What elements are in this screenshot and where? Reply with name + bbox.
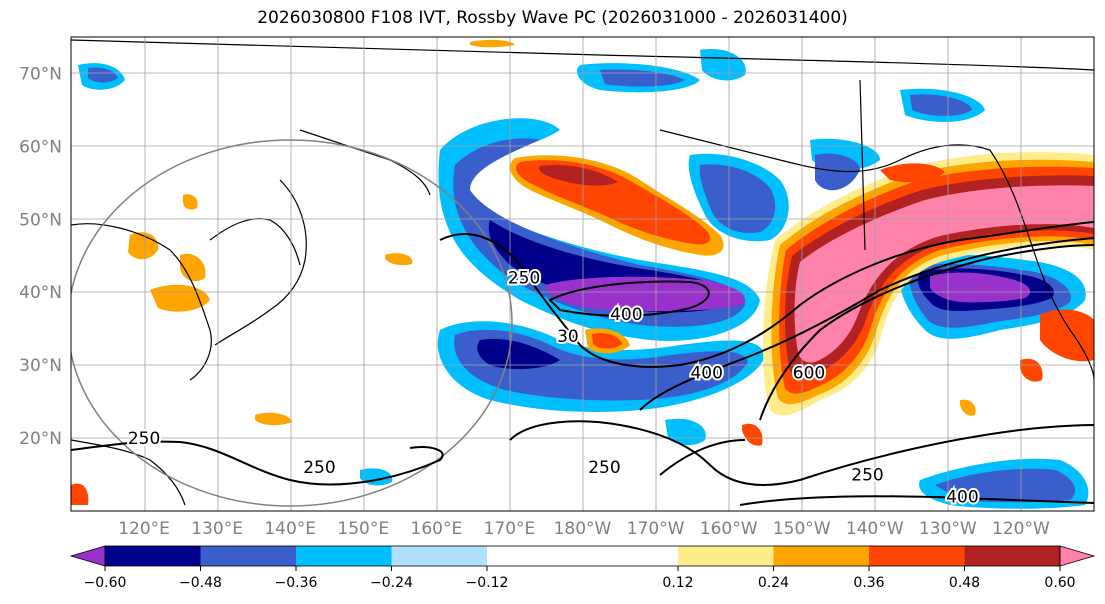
colorbar-segment [964, 546, 1060, 566]
coastlines [71, 39, 1094, 506]
colorbar-tick-label: −0.48 [179, 575, 222, 591]
colorbar-outline [104, 545, 1061, 567]
colorbar-tick-label: −0.60 [84, 575, 127, 591]
reference-circle [71, 139, 513, 507]
colorbar-segment [487, 546, 678, 566]
colorbar-tick-label: 0.24 [758, 575, 789, 591]
colorbar: −0.60 −0.48 −0.36 −0.24 −0.12 0.12 0.24 0.36 0.4… [69, 545, 1096, 591]
contour-label: 250 [851, 466, 883, 486]
colorbar-tick-label: −0.12 [466, 575, 509, 591]
lat-tick-label: 50°N [19, 210, 62, 230]
lon-tick-label: 130°E [191, 519, 243, 539]
colorbar-tick-label: −0.24 [370, 575, 413, 591]
lon-tick-label: 170°E [484, 519, 536, 539]
lat-tick-label: 40°N [19, 283, 62, 303]
colorbar-segment [105, 546, 201, 566]
colorbar-segment [391, 546, 487, 566]
contour-label: 250 [588, 458, 620, 478]
lon-tick-label: 150°W [773, 519, 831, 539]
contour-label: 250 [128, 429, 160, 449]
lon-tick-label: 160°E [411, 519, 463, 539]
lat-tick-label: 70°N [19, 64, 62, 84]
contour-label: 30 [557, 327, 579, 347]
lat-tick-label: 20°N [19, 429, 62, 449]
lon-tick-label: 150°E [337, 519, 389, 539]
colorbar-segment [200, 546, 296, 566]
colorbar-tick-label: 0.36 [853, 575, 884, 591]
lon-tick-label: 140°W [846, 519, 904, 539]
contour-label: 400 [690, 363, 722, 383]
lat-tick-label: 60°N [19, 137, 62, 157]
lon-tick-label: 130°W [919, 519, 977, 539]
colorbar-extend-low [69, 545, 106, 567]
lat-tick-label: 30°N [19, 356, 62, 376]
contour-label: 250 [303, 458, 335, 478]
map-frame [70, 36, 1095, 512]
colorbar-tick-label: 0.48 [949, 575, 980, 591]
colorbar-extend-high [1059, 545, 1096, 567]
positive-anomaly-shading [71, 39, 1094, 505]
gridlines [71, 37, 1094, 511]
contour-labels: 250 400 30 400 600 250 250 250 250 400 [126, 267, 981, 510]
lon-tick-label: 140°E [264, 519, 316, 539]
colorbar-segment [773, 546, 869, 566]
colorbar-segment [678, 546, 774, 566]
contour-label: 400 [946, 487, 978, 507]
colorbar-tick-label: −0.36 [275, 575, 318, 591]
lon-tick-label: 180°W [554, 519, 612, 539]
lat-labels: 20°N 30°N 40°N 50°N 60°N 70°N [19, 64, 62, 449]
lon-labels: 120°E 130°E 140°E 150°E 160°E 170°E 180°W 170°W… [118, 519, 1050, 539]
lon-tick-label: 120°E [118, 519, 170, 539]
contour-label: 400 [610, 305, 642, 325]
contour-label: 250 [508, 269, 540, 289]
colorbar-segment [869, 546, 965, 566]
lon-tick-label: 170°W [627, 519, 685, 539]
colorbar-segment [296, 546, 392, 566]
colorbar-tick-label: 0.60 [1044, 575, 1075, 591]
chart-title: 2026030800 F108 IVT, Rossby Wave PC (202… [257, 8, 848, 28]
lon-tick-label: 120°W [992, 519, 1050, 539]
lon-tick-label: 160°W [700, 519, 758, 539]
colorbar-tick-label: 0.12 [662, 575, 693, 591]
contour-label: 600 [793, 363, 825, 383]
ivt-contours [71, 221, 1094, 506]
